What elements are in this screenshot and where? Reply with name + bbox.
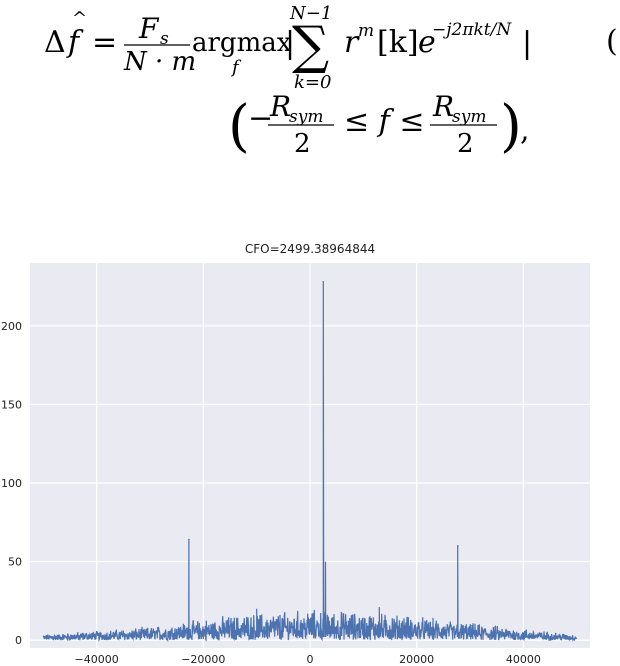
eq-argmax: argmax: [192, 28, 292, 58]
eq-term-k: [k]: [377, 25, 419, 60]
eq-term-e-sup: −j2πkt/N: [432, 20, 512, 40]
eq-frac-den: N · m: [123, 47, 196, 77]
cfo-chart: −40000 −20000 0 20000 40000 0 50 100 150 200: [1, 263, 590, 666]
equation-svg: Δ f ^ = F s N · m argmax f | N−1 ∑ k=0 r…: [44, 3, 532, 159]
eq-sum-top: N−1: [289, 3, 332, 24]
eq-frac-num-sub: s: [160, 29, 169, 49]
eq-term-r-sup: m: [358, 21, 374, 41]
eq-open-paren: (: [228, 94, 250, 159]
eq-term-r: r: [344, 25, 360, 60]
eq-rsym2: R: [432, 90, 454, 123]
y-tick-label: 100: [1, 477, 22, 490]
eq-frac-num: F: [138, 12, 160, 45]
figure: −40000 −20000 0 20000 40000 0 50 100 150 200 CFO=…: [0, 236, 620, 666]
y-tick-label: 200: [1, 320, 22, 333]
x-tick-label: −40000: [75, 653, 119, 666]
eq-f-hat-var: f: [66, 25, 84, 60]
eq-leq: ≤ f ≤: [344, 104, 424, 139]
peak-point: [456, 545, 459, 547]
eq-close-paren: ): [500, 94, 522, 159]
chart-title: CFO=2499.38964844: [244, 242, 376, 256]
eq-den-2a: 2: [294, 129, 311, 159]
eq-hat: ^: [72, 8, 87, 29]
eq-rsym1: R: [269, 90, 291, 123]
y-tick-label: 150: [1, 398, 22, 411]
eq-comma: ,: [520, 113, 530, 148]
y-tick-label: 0: [15, 634, 22, 647]
eq-rsym1-sub: sym: [289, 107, 323, 127]
eq-bar-right: |: [522, 26, 532, 61]
y-tick-label: 50: [8, 556, 22, 569]
eq-bar-left: |: [285, 26, 295, 61]
spectrum-series-line: [42, 281, 578, 643]
eq-minus: −: [248, 101, 273, 136]
peak-point: [188, 538, 190, 541]
peak-point: [322, 281, 325, 283]
eq-sum-symbol: ∑: [292, 16, 329, 76]
x-tick-label: 20000: [399, 653, 434, 666]
eq-argmax-sub: f: [230, 57, 242, 78]
x-tick-label: 40000: [506, 653, 541, 666]
eq-sum-bottom: k=0: [294, 72, 331, 93]
x-tick-label: −20000: [181, 653, 225, 666]
eq-delta: Δ: [44, 25, 66, 60]
eq-rsym2-sub: sym: [452, 107, 486, 127]
eq-den-2b: 2: [457, 129, 474, 159]
eq-term-e: e: [418, 25, 436, 60]
x-tick-label: 0: [307, 653, 314, 666]
eq-equals: =: [92, 25, 117, 60]
equation-number: (1: [606, 24, 620, 59]
equation: Δ f ^ = F s N · m argmax f | N−1 ∑ k=0 r…: [0, 0, 620, 200]
